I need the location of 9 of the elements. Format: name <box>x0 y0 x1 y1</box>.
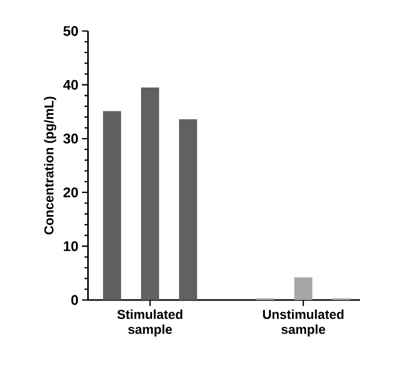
x-tick-label: Stimulated sample <box>117 309 182 337</box>
y-tick-label: 40 <box>63 80 78 90</box>
y-tick-label: 30 <box>63 134 78 144</box>
y-axis-title: Concentration (pg/mL) <box>44 96 56 234</box>
y-tick-label: 0 <box>71 295 78 305</box>
x-tick-label: Unstimulated sample <box>263 309 344 337</box>
y-tick-label: 10 <box>64 241 78 252</box>
y-tick-label: 20 <box>63 187 78 198</box>
y-tick-label: 50 <box>63 26 78 36</box>
